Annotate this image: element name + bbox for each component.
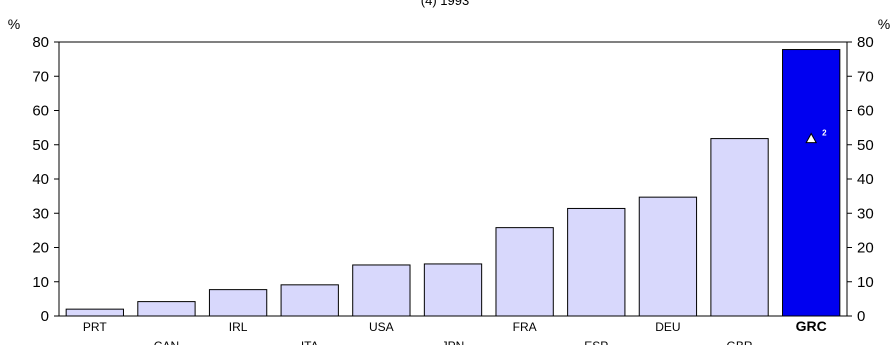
x-axis-labels: PRT CAN IRL ITA USA JPN FRA ESP DEU GBR GRC — [83, 318, 827, 345]
y-tick-label-right: 20 — [857, 240, 874, 257]
x-label-prt: PRT — [83, 320, 107, 334]
x-label-irl: IRL — [229, 320, 248, 334]
bar-grc — [782, 49, 841, 317]
x-label-usa: USA — [369, 320, 394, 334]
bar-fra — [495, 227, 554, 317]
y-axis-left: 0 10 20 30 40 50 60 70 80 — [32, 34, 59, 325]
y-tick-label: 60 — [32, 103, 49, 120]
x-label-esp: ESP — [584, 339, 608, 345]
triangle-marker — [805, 132, 818, 144]
bar-gbr — [710, 138, 769, 317]
y-tick-label-right: 40 — [857, 171, 874, 188]
plot-frame — [58, 41, 848, 317]
y-tick-label-right: 30 — [857, 205, 874, 222]
y-tick-label: 20 — [32, 240, 49, 257]
y-tick-label-right: 0 — [857, 308, 865, 325]
y-unit-left: % — [8, 16, 20, 32]
bar-esp — [567, 207, 626, 317]
x-label-can: CAN — [154, 339, 179, 345]
bar-prt — [65, 308, 124, 317]
y-tick-label: 10 — [32, 274, 49, 291]
x-label-fra: FRA — [513, 320, 537, 334]
marker-label: 2 — [822, 129, 827, 138]
y-tick-label: 40 — [32, 171, 49, 188]
y-tick-label-right: 10 — [857, 274, 874, 291]
marker: 2 — [805, 129, 827, 144]
chart-title: (4) 1993 — [421, 0, 469, 8]
y-unit-right: % — [878, 16, 890, 32]
y-tick-label: 70 — [32, 68, 49, 85]
y-axis-right: 0 10 20 30 40 50 60 70 80 — [847, 34, 874, 325]
y-tick-label: 80 — [32, 34, 49, 51]
x-label-deu: DEU — [655, 320, 680, 334]
bar-jpn — [423, 263, 483, 317]
x-label-gbr: GBR — [727, 339, 753, 345]
bar-ita — [280, 284, 339, 317]
bar-usa — [352, 264, 411, 317]
y-tick-label: 30 — [32, 205, 49, 222]
bar-can — [137, 301, 196, 317]
bars — [65, 49, 841, 317]
y-tick-label-right: 80 — [857, 34, 874, 51]
y-tick-label: 50 — [32, 137, 49, 154]
x-label-jpn: JPN — [442, 339, 465, 345]
bar-irl — [208, 289, 268, 317]
y-tick-label: 0 — [41, 308, 49, 325]
x-label-grc: GRC — [796, 318, 827, 334]
bar-deu — [638, 196, 698, 317]
y-tick-label-right: 60 — [857, 103, 874, 120]
y-tick-label-right: 70 — [857, 68, 874, 85]
y-tick-label-right: 50 — [857, 137, 874, 154]
x-label-ita: ITA — [301, 339, 319, 345]
